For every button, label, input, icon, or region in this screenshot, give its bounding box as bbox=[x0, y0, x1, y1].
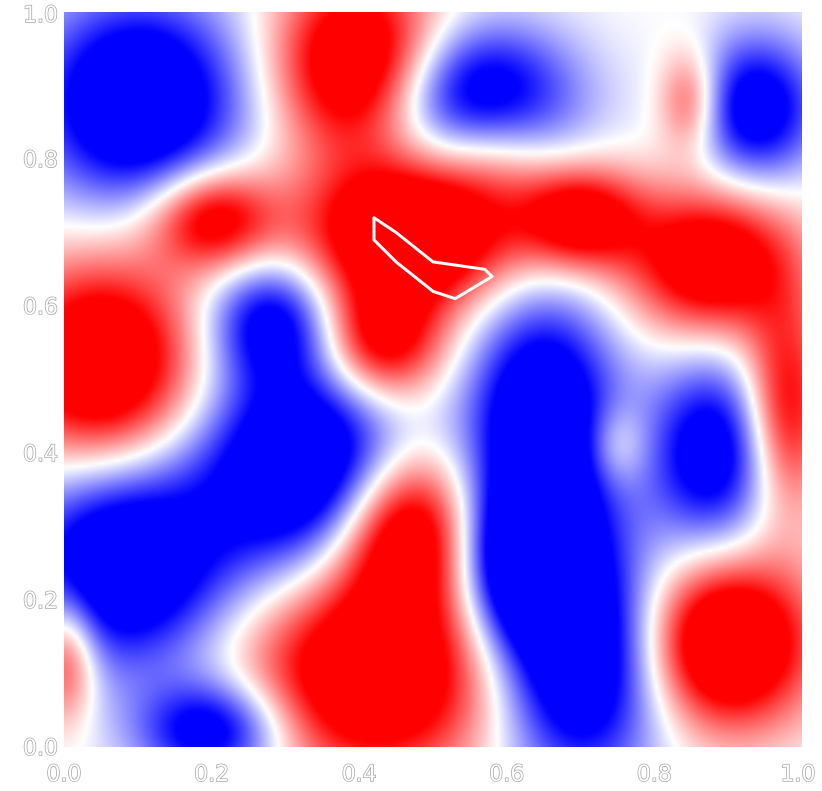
heatmap-plot-area bbox=[64, 12, 802, 747]
y-tick-label: 0.6 bbox=[23, 295, 58, 320]
contour-line bbox=[372, 216, 494, 301]
x-axis-ticks: 0.0 0.2 0.4 0.6 0.8 1.0 bbox=[46, 761, 816, 787]
x-tick-label: 0.8 bbox=[637, 762, 672, 787]
y-axis-ticks: 0.0 0.2 0.4 0.6 0.8 1.0 bbox=[22, 2, 58, 761]
x-tick-label: 0.0 bbox=[47, 762, 82, 787]
heatmap-field bbox=[64, 12, 802, 747]
y-tick-label: 0.4 bbox=[23, 442, 58, 467]
y-tick-label: 0.0 bbox=[23, 736, 58, 761]
y-tick-label: 1.0 bbox=[23, 3, 58, 28]
x-tick-label: 0.6 bbox=[489, 762, 524, 787]
y-tick-label: 0.2 bbox=[23, 589, 58, 614]
y-tick-label: 0.8 bbox=[23, 148, 58, 173]
x-tick-label: 0.4 bbox=[342, 762, 377, 787]
x-tick-label: 1.0 bbox=[781, 762, 816, 787]
x-tick-label: 0.2 bbox=[194, 762, 229, 787]
contour-layer bbox=[372, 216, 494, 301]
